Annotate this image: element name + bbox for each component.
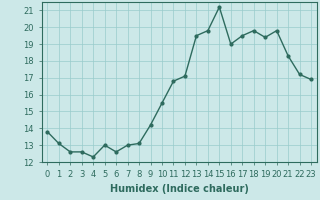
X-axis label: Humidex (Indice chaleur): Humidex (Indice chaleur) [110,184,249,194]
